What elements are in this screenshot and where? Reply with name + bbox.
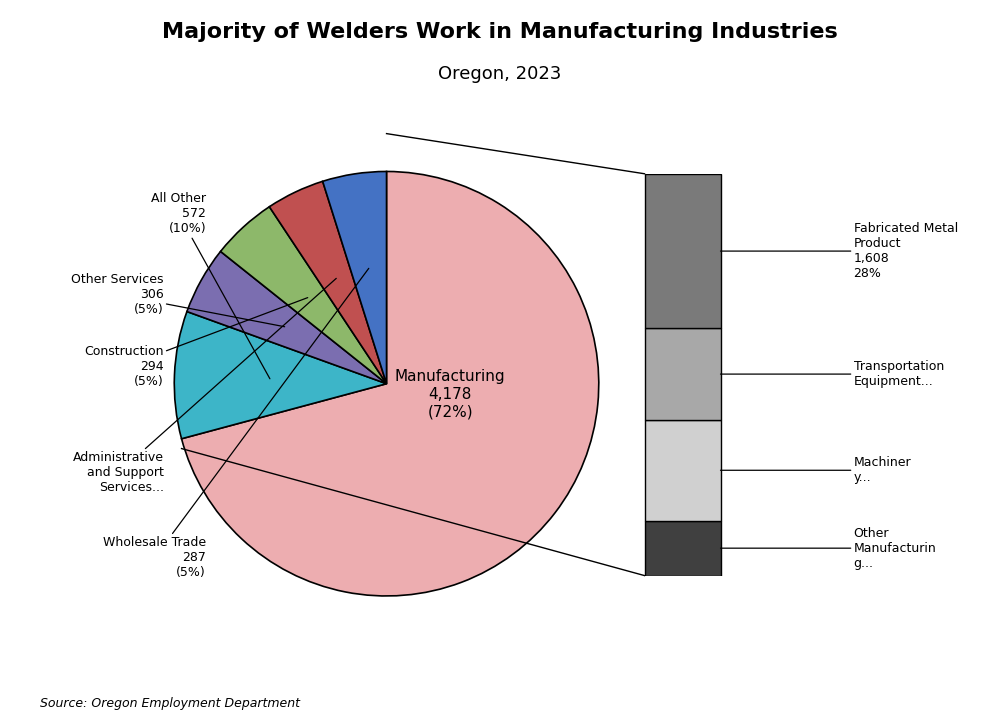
Text: Machiner
y...: Machiner y... xyxy=(720,456,911,484)
Text: Other
Manufacturin
g...: Other Manufacturin g... xyxy=(720,526,936,570)
Text: Manufacturing
4,178
(72%): Manufacturing 4,178 (72%) xyxy=(395,369,506,419)
Wedge shape xyxy=(221,207,387,384)
Wedge shape xyxy=(323,172,387,384)
Text: Construction
294
(5%): Construction 294 (5%) xyxy=(84,298,308,388)
Bar xyxy=(644,521,720,576)
Wedge shape xyxy=(174,311,387,439)
Text: Oregon, 2023: Oregon, 2023 xyxy=(438,65,562,83)
Bar xyxy=(644,420,720,521)
Text: All Other
572
(10%): All Other 572 (10%) xyxy=(151,193,270,379)
Text: Wholesale Trade
287
(5%): Wholesale Trade 287 (5%) xyxy=(103,269,369,579)
Text: Transportation
Equipment...: Transportation Equipment... xyxy=(720,360,944,388)
Wedge shape xyxy=(269,181,387,384)
Text: Other Services
306
(5%): Other Services 306 (5%) xyxy=(71,273,285,327)
Bar xyxy=(644,329,720,420)
Wedge shape xyxy=(187,251,387,384)
Text: Administrative
and Support
Services...: Administrative and Support Services... xyxy=(73,278,336,494)
Wedge shape xyxy=(182,172,599,596)
Text: Source: Oregon Employment Department: Source: Oregon Employment Department xyxy=(40,696,300,710)
Text: Majority of Welders Work in Manufacturing Industries: Majority of Welders Work in Manufacturin… xyxy=(162,22,838,42)
Text: Fabricated Metal
Product
1,608
28%: Fabricated Metal Product 1,608 28% xyxy=(720,222,958,280)
Bar xyxy=(644,174,720,329)
